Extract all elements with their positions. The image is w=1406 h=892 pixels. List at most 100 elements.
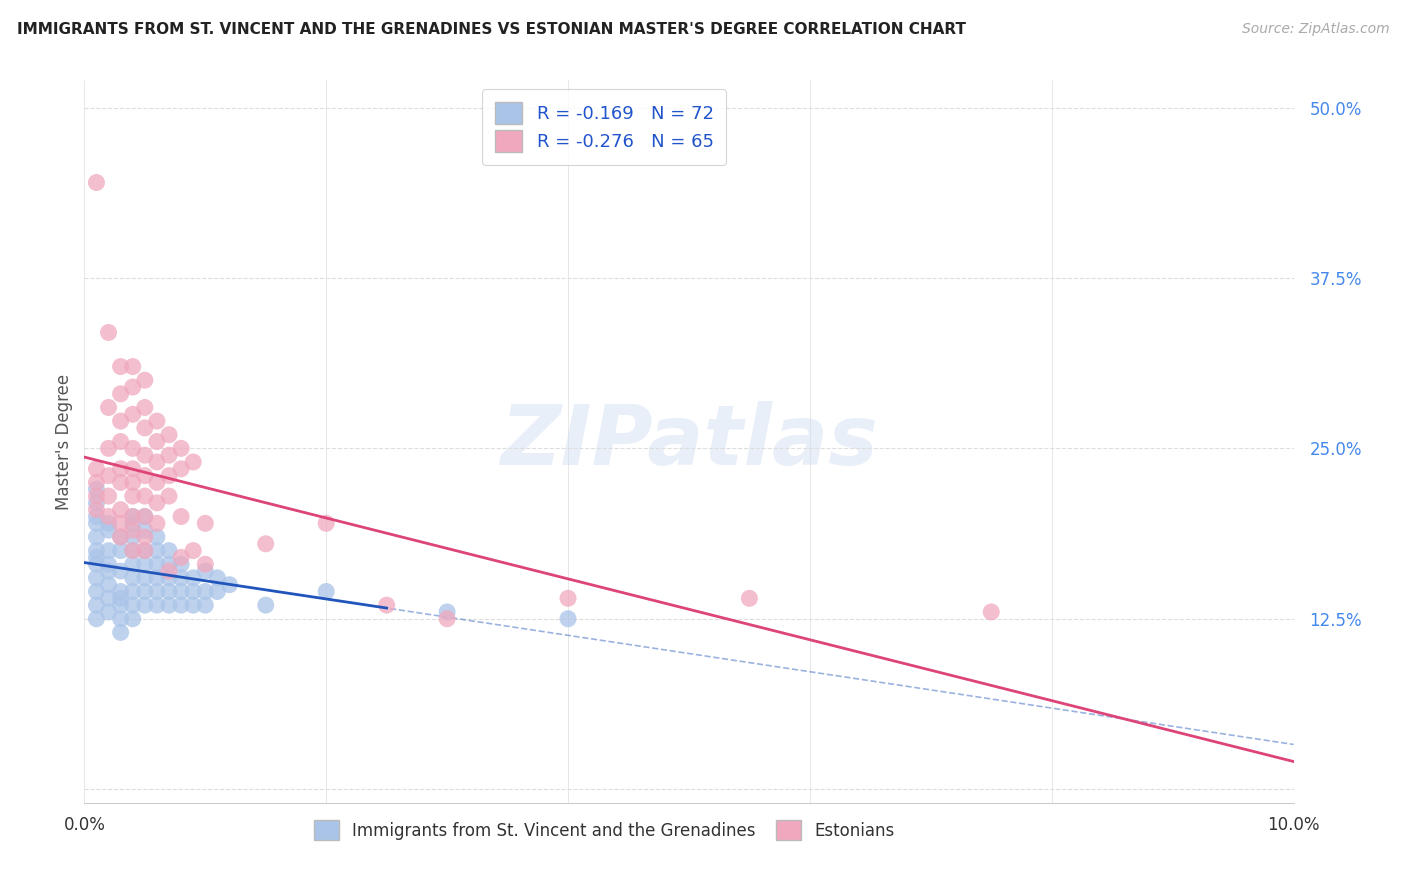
Point bbox=[121, 558, 143, 572]
Point bbox=[121, 523, 143, 537]
Point bbox=[157, 489, 180, 503]
Point bbox=[110, 584, 132, 599]
Point bbox=[134, 543, 156, 558]
Point bbox=[194, 516, 217, 531]
Point bbox=[97, 489, 120, 503]
Point bbox=[207, 584, 229, 599]
Point bbox=[134, 509, 156, 524]
Point bbox=[146, 516, 169, 531]
Point bbox=[86, 516, 108, 531]
Point bbox=[97, 326, 120, 340]
Point bbox=[181, 455, 204, 469]
Point bbox=[110, 475, 132, 490]
Point bbox=[97, 577, 120, 591]
Point bbox=[436, 605, 458, 619]
Point bbox=[375, 598, 398, 612]
Point bbox=[134, 598, 156, 612]
Point bbox=[134, 543, 156, 558]
Point bbox=[194, 558, 217, 572]
Point bbox=[97, 401, 120, 415]
Point bbox=[121, 407, 143, 421]
Point bbox=[194, 564, 217, 578]
Point bbox=[121, 442, 143, 456]
Point bbox=[146, 543, 169, 558]
Point bbox=[146, 434, 169, 449]
Point bbox=[97, 523, 120, 537]
Point bbox=[146, 598, 169, 612]
Point bbox=[134, 401, 156, 415]
Point bbox=[134, 448, 156, 462]
Point bbox=[86, 543, 108, 558]
Point bbox=[134, 571, 156, 585]
Point bbox=[97, 468, 120, 483]
Point bbox=[86, 530, 108, 544]
Point bbox=[86, 598, 108, 612]
Point bbox=[121, 598, 143, 612]
Point bbox=[110, 414, 132, 428]
Point bbox=[170, 558, 193, 572]
Point bbox=[86, 571, 108, 585]
Point bbox=[86, 482, 108, 496]
Point bbox=[157, 448, 180, 462]
Point bbox=[121, 489, 143, 503]
Point bbox=[97, 564, 120, 578]
Point bbox=[110, 564, 132, 578]
Point bbox=[146, 475, 169, 490]
Text: ZIPatlas: ZIPatlas bbox=[501, 401, 877, 482]
Point bbox=[181, 543, 204, 558]
Text: Source: ZipAtlas.com: Source: ZipAtlas.com bbox=[1241, 22, 1389, 37]
Point bbox=[86, 496, 108, 510]
Point bbox=[254, 537, 277, 551]
Point bbox=[86, 584, 108, 599]
Point bbox=[97, 516, 120, 531]
Point bbox=[170, 584, 193, 599]
Point bbox=[97, 558, 120, 572]
Point bbox=[170, 462, 193, 476]
Point bbox=[181, 571, 204, 585]
Point bbox=[157, 427, 180, 442]
Point bbox=[97, 442, 120, 456]
Point bbox=[134, 373, 156, 387]
Point bbox=[157, 571, 180, 585]
Point bbox=[86, 176, 108, 190]
Point bbox=[146, 584, 169, 599]
Point bbox=[110, 434, 132, 449]
Point bbox=[97, 605, 120, 619]
Point bbox=[170, 509, 193, 524]
Point bbox=[315, 584, 337, 599]
Point bbox=[170, 442, 193, 456]
Point bbox=[218, 577, 240, 591]
Point bbox=[146, 530, 169, 544]
Point bbox=[557, 612, 579, 626]
Point bbox=[110, 543, 132, 558]
Point bbox=[121, 584, 143, 599]
Point bbox=[157, 564, 180, 578]
Point bbox=[86, 509, 108, 524]
Point bbox=[157, 558, 180, 572]
Point bbox=[97, 543, 120, 558]
Point bbox=[134, 509, 156, 524]
Point bbox=[110, 516, 132, 531]
Point bbox=[207, 571, 229, 585]
Point bbox=[557, 591, 579, 606]
Point bbox=[738, 591, 761, 606]
Point bbox=[86, 489, 108, 503]
Point bbox=[134, 421, 156, 435]
Point bbox=[97, 509, 120, 524]
Point bbox=[121, 380, 143, 394]
Point bbox=[110, 502, 132, 516]
Point bbox=[121, 530, 143, 544]
Point bbox=[170, 598, 193, 612]
Point bbox=[97, 591, 120, 606]
Point bbox=[121, 462, 143, 476]
Point bbox=[110, 612, 132, 626]
Point bbox=[194, 584, 217, 599]
Point bbox=[86, 550, 108, 565]
Point bbox=[170, 571, 193, 585]
Point bbox=[157, 543, 180, 558]
Point bbox=[134, 558, 156, 572]
Point bbox=[86, 558, 108, 572]
Point bbox=[110, 530, 132, 544]
Point bbox=[110, 530, 132, 544]
Point bbox=[181, 598, 204, 612]
